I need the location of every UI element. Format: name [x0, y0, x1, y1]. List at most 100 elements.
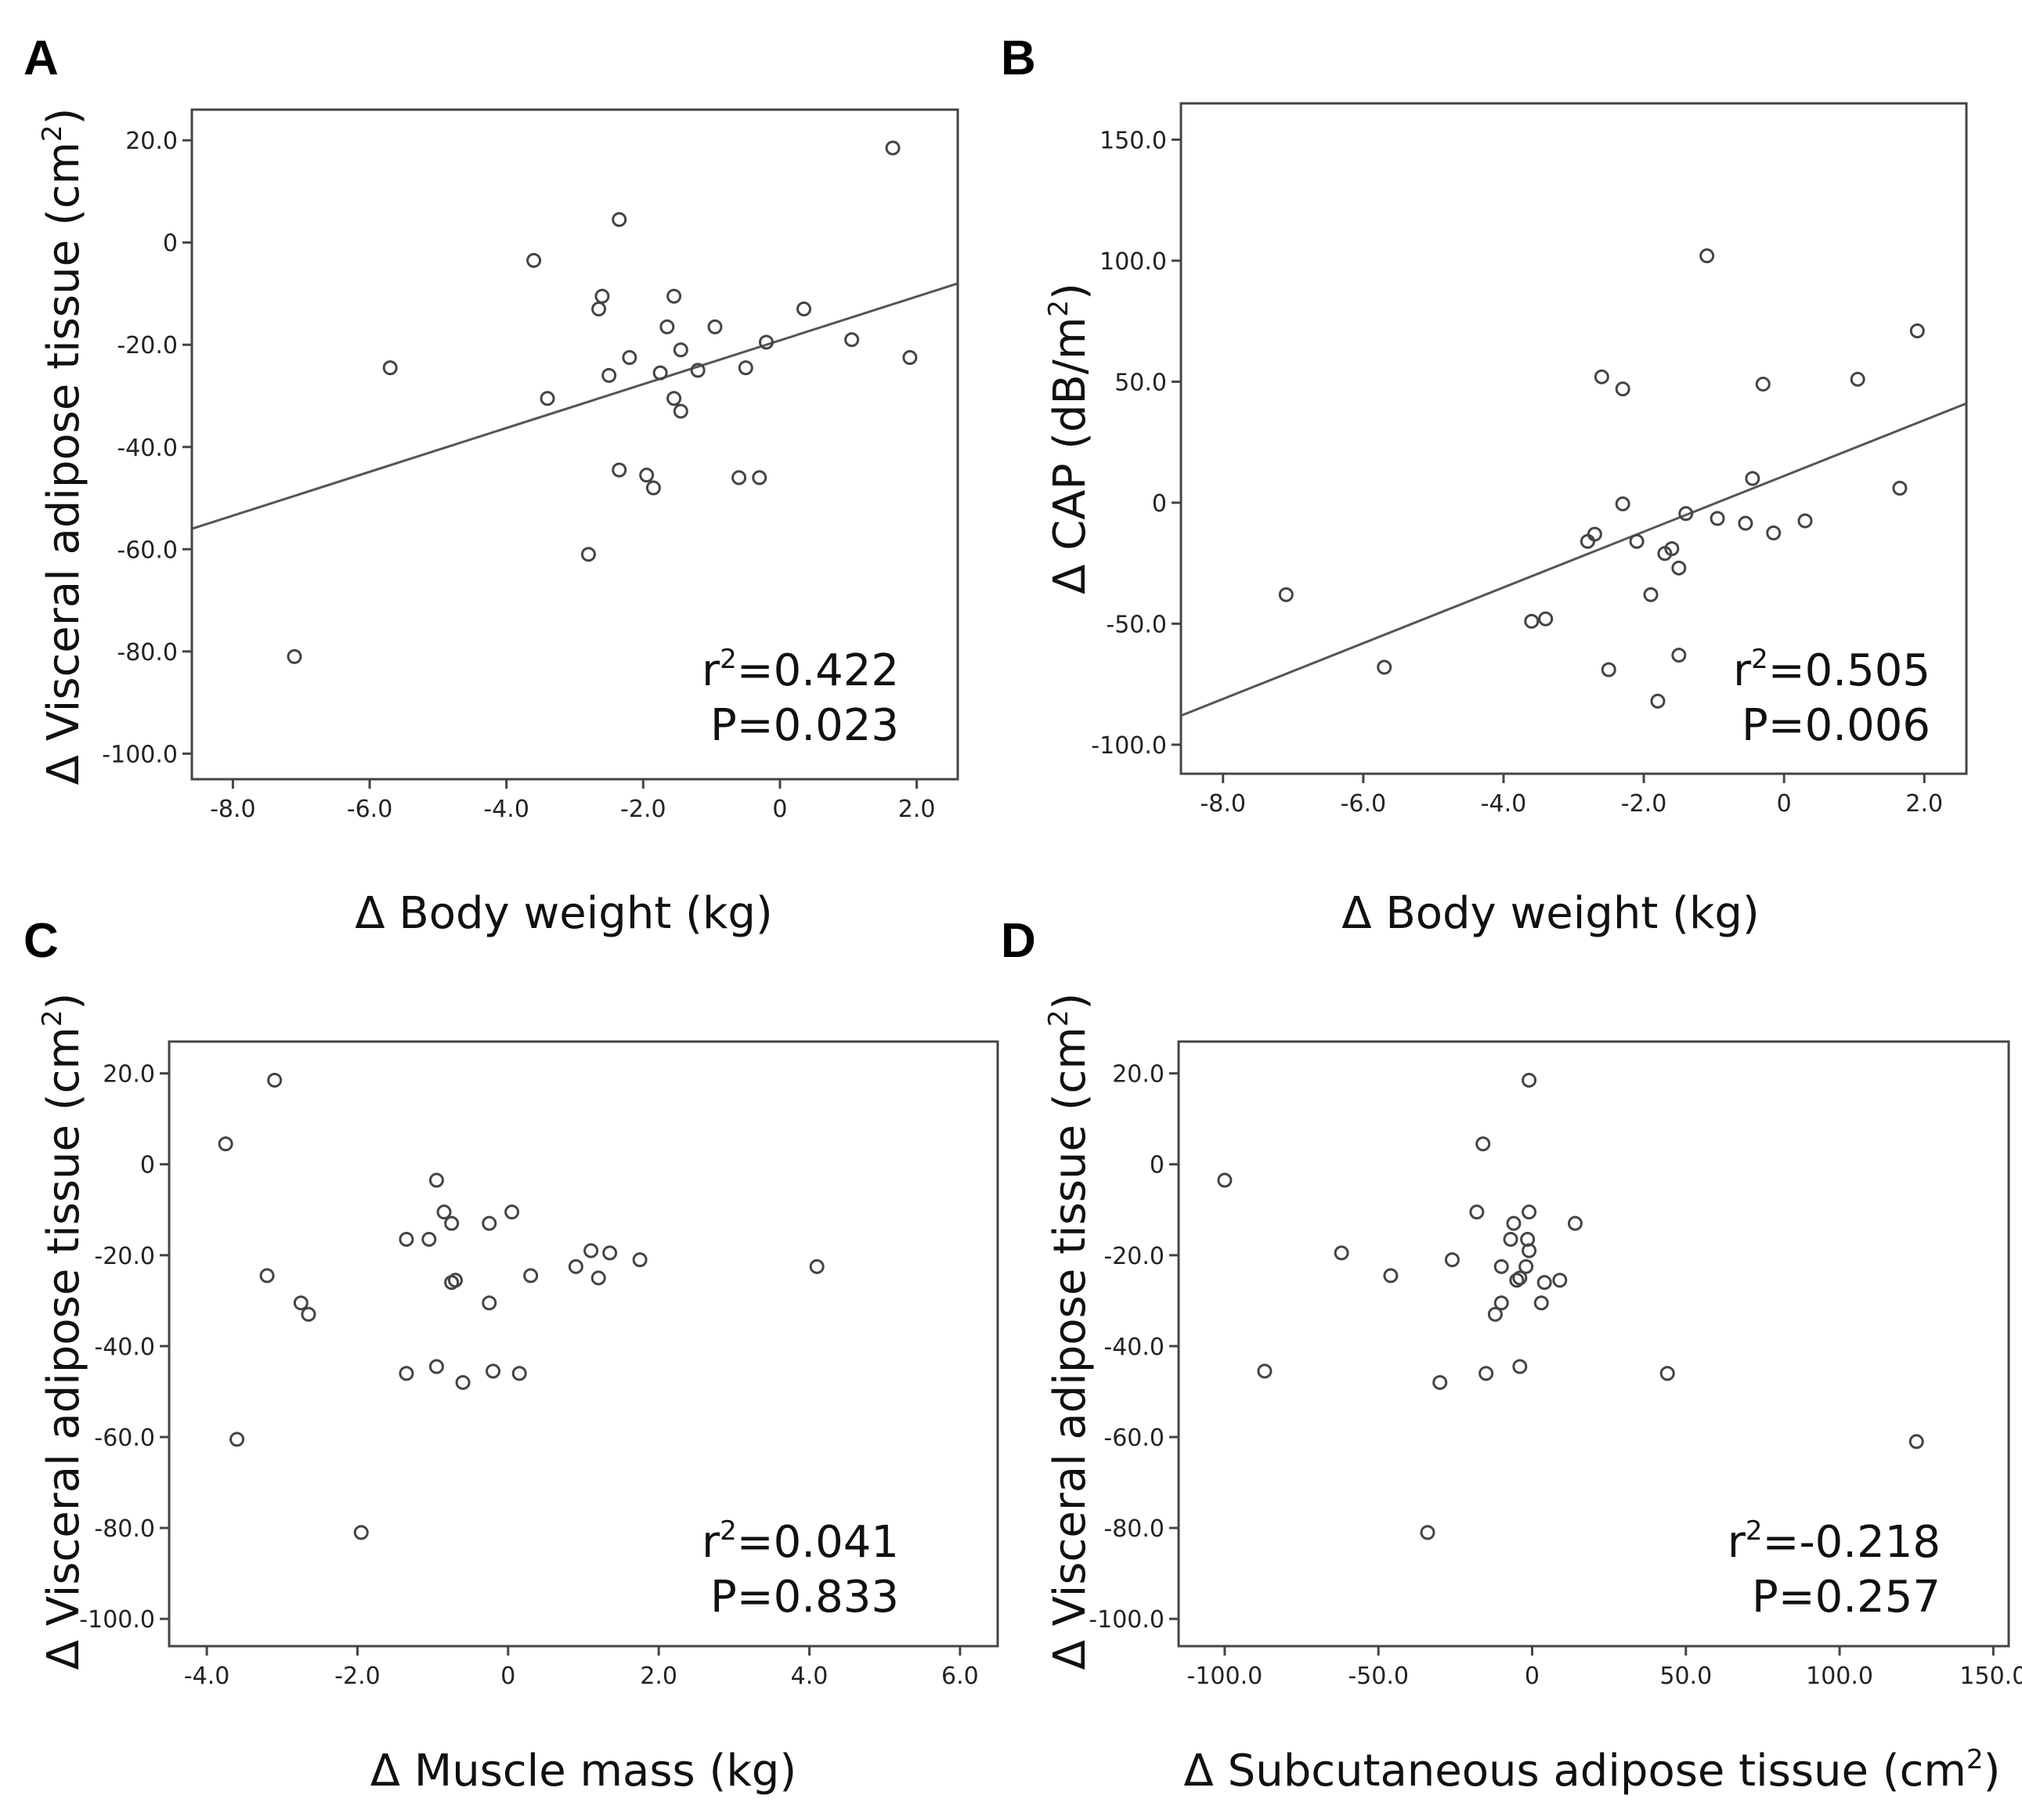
data-point [1522, 1072, 1537, 1088]
data-point [1420, 1525, 1435, 1540]
data-point [1509, 1273, 1525, 1288]
data-point [645, 480, 661, 496]
data-point [1536, 1275, 1552, 1291]
y-tick-label: -100.0 [102, 741, 178, 768]
x-tick-label: 2.0 [640, 1663, 677, 1690]
data-point [601, 367, 617, 383]
panel-c: C -4.0 -2.0 0 2.0 4.0 6.0 20.0 0 -20.0 -40.0 -60.0… [23, 914, 999, 1797]
data-point [523, 1268, 539, 1284]
data-point [1797, 513, 1813, 529]
data-point [1580, 533, 1595, 549]
x-tick-label: -4.0 [1481, 790, 1527, 818]
data-point [1487, 1306, 1503, 1322]
data-point [444, 1215, 460, 1231]
data-point [293, 1295, 309, 1311]
data-point [1659, 1366, 1675, 1381]
x-tick-label: 2.0 [1905, 790, 1943, 818]
data-point [526, 253, 542, 269]
p-value-annotation: P=0.833 [710, 1572, 899, 1623]
panel-letter-d: D [1001, 914, 1036, 968]
data-point [738, 360, 753, 376]
data-point [1755, 376, 1771, 392]
data-point [809, 1258, 825, 1274]
data-point [301, 1306, 316, 1322]
y-axis-title: Δ Visceral adipose tissue (cm2) [37, 993, 89, 1670]
data-point [1629, 533, 1645, 549]
data-point [1493, 1258, 1509, 1274]
data-point [540, 391, 555, 406]
data-point [1217, 1172, 1233, 1188]
data-point [1383, 1268, 1399, 1284]
data-point [1664, 541, 1680, 557]
data-point [1594, 369, 1609, 385]
data-point [1909, 323, 1925, 338]
data-point [1615, 496, 1630, 511]
plot-frame [1177, 1040, 2010, 1648]
data-point [1522, 1243, 1537, 1258]
data-point [731, 470, 747, 486]
panel-letter-a: A [23, 31, 59, 85]
data-point [1503, 1231, 1518, 1247]
data-point [568, 1258, 583, 1274]
data-point [1506, 1215, 1522, 1231]
x-tick-label: -50.0 [1348, 1663, 1409, 1690]
x-tick-label: -6.0 [347, 796, 393, 823]
x-tick-label: -2.0 [334, 1663, 381, 1690]
y-tick-label: -20.0 [117, 332, 178, 359]
y-axis-title: Δ CAP (dB/m2) [1043, 283, 1096, 594]
data-point [1479, 1366, 1494, 1381]
data-point [673, 342, 688, 358]
plot-frame [190, 108, 959, 781]
data-point [482, 1215, 497, 1231]
data-point [1538, 611, 1554, 627]
y-tick-label: 20.0 [1112, 1061, 1164, 1089]
data-point [844, 332, 860, 348]
y-tick-label: -40.0 [1103, 1334, 1164, 1361]
data-point [1512, 1359, 1528, 1374]
data-point [421, 1231, 437, 1247]
y-tick-label: 0 [1152, 490, 1167, 518]
y-tick-label: 0 [163, 230, 178, 258]
x-axis-title: Δ Body weight (kg) [355, 888, 773, 939]
x-tick-label: -6.0 [1341, 790, 1387, 818]
y-tick-label: 20.0 [103, 1061, 155, 1089]
data-point [1601, 662, 1616, 677]
y-tick-label: -60.0 [94, 1425, 155, 1452]
y-tick-label: -100.0 [1089, 1606, 1164, 1634]
y-tick-label: -80.0 [117, 639, 178, 666]
x-tick-label: 6.0 [941, 1663, 979, 1690]
data-point [1710, 511, 1725, 526]
y-tick-label: -100.0 [79, 1606, 155, 1634]
data-point [1512, 1270, 1528, 1286]
fit-line [192, 282, 958, 530]
data-point [1699, 248, 1715, 264]
plot-frame [1179, 102, 1968, 775]
x-tick-label: 2.0 [898, 796, 936, 823]
x-axis-title: Δ Body weight (kg) [1341, 888, 1760, 939]
data-point [666, 391, 682, 406]
data-point [1908, 1434, 1924, 1450]
data-point [1892, 480, 1908, 496]
fit-line [1181, 402, 1966, 717]
data-point [639, 468, 655, 483]
data-point [652, 365, 668, 381]
y-tick-label: -80.0 [1103, 1515, 1164, 1543]
p-value-annotation: P=0.006 [1742, 700, 1930, 751]
data-point [229, 1432, 245, 1447]
y-tick-label: -40.0 [94, 1334, 155, 1361]
data-point [447, 1273, 463, 1288]
y-tick-label: -80.0 [94, 1515, 155, 1543]
data-point [612, 462, 627, 478]
panel-d: D -100.0 -50.0 0 50.0 100.0 150.0 20.0 0 -20.0 -4… [1001, 914, 2022, 1797]
y-tick-label: -60.0 [117, 536, 178, 564]
data-point [482, 1295, 497, 1311]
data-point [1850, 371, 1865, 387]
x-tick-label: -4.0 [184, 1663, 230, 1690]
data-point [659, 319, 675, 334]
x-axis-title: Δ Muscle mass (kg) [370, 1746, 796, 1797]
data-point [752, 470, 767, 486]
data-point [1745, 471, 1760, 486]
panel-a: A -8.0 -6.0 -4.0 -2.0 0 2.0 20.0 0 -20.0 -40.0 -60… [23, 31, 959, 939]
data-point [1444, 1252, 1460, 1268]
data-point [1377, 659, 1392, 675]
